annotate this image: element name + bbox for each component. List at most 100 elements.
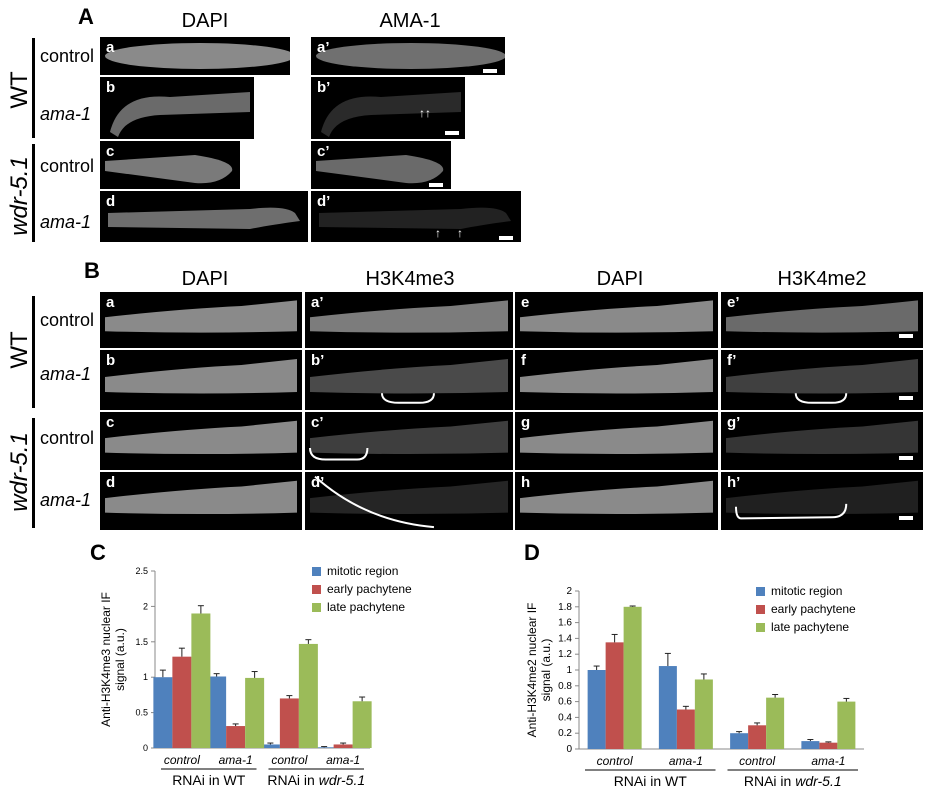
panel-a-image-c-prime: c’: [311, 141, 451, 189]
panel-a-image-b: b: [100, 77, 254, 139]
legend-swatch: [756, 605, 765, 614]
group-label: RNAi in WT: [614, 773, 688, 789]
panel-b-image: e: [515, 292, 718, 348]
panel-b-wt-bar: [32, 296, 35, 408]
y-tick-label: 2: [566, 586, 572, 597]
panel-b-cond-control-wt: control: [40, 310, 95, 330]
legend-swatch: [312, 585, 321, 594]
bar: [314, 747, 334, 748]
y-tick-label: 1.5: [135, 637, 148, 647]
image-label: a’: [311, 294, 324, 311]
y-tick-label: 0.5: [135, 708, 148, 718]
category-label: control: [164, 753, 200, 767]
panel-b-head-dapi-1: DAPI: [181, 268, 229, 290]
bar: [352, 701, 372, 748]
image-label: d: [106, 474, 116, 491]
scale-bar: [899, 516, 913, 520]
image-label: c’: [311, 414, 324, 431]
category-label: control: [739, 754, 775, 768]
panel-a-cond-control-wt: control: [40, 46, 95, 66]
y-tick-label: 1.2: [558, 649, 572, 660]
category-label: ama-1: [219, 753, 253, 767]
image-label: g: [521, 414, 531, 431]
panel-a-cond-control-wdr: control: [40, 156, 95, 176]
panel-a-image-b-prime: ↑↑ b’: [311, 77, 465, 139]
image-label: h’: [727, 474, 741, 491]
panel-a-wdr-bar: [32, 144, 35, 242]
panel-b-cond-control-wdr: control: [40, 428, 95, 448]
image-label: h: [521, 474, 531, 491]
panel-b-image: h: [515, 472, 718, 530]
bar: [837, 701, 856, 749]
scale-bar: [899, 334, 913, 338]
panel-a-genotype-wdr: wdr-5.1: [6, 156, 33, 236]
panel-a-head-dapi: DAPI: [181, 10, 229, 32]
svg-text:↑: ↑: [457, 226, 463, 240]
panel-b-genotype-wdr: wdr-5.1: [6, 432, 33, 512]
image-label: e: [521, 294, 530, 311]
panel-b-wdr-bar: [32, 418, 35, 528]
panel-b-image: g: [515, 412, 718, 470]
category-label: control: [271, 753, 307, 767]
image-label: d’: [311, 474, 325, 491]
panel-b-image: b’: [305, 350, 513, 410]
panel-b-image: a: [100, 292, 302, 348]
panel-a-image-d-prime: ↑ ↑ d’: [311, 191, 521, 242]
panel-a-image-a-prime: a’: [311, 37, 505, 75]
panel-b-head-dapi-2: DAPI: [596, 268, 644, 290]
image-label: a’: [317, 39, 330, 56]
image-label: b: [106, 79, 116, 96]
bar: [226, 726, 246, 748]
panel-b-cond-ama1-wt: ama-1: [40, 364, 92, 384]
scale-bar: [899, 456, 913, 460]
bar: [623, 606, 642, 749]
panel-b-image: d: [100, 472, 302, 530]
category-label: ama-1: [326, 753, 360, 767]
panel-b-image: c: [100, 412, 302, 470]
panel-b-image: d’: [305, 472, 513, 530]
panel-b-image: g’: [721, 412, 923, 470]
y-axis-label: Anti-H3K4me3 nuclear IF: [99, 592, 113, 727]
panel-b-image: b: [100, 350, 302, 410]
panel-a-genotype-wt: WT: [6, 71, 33, 109]
bar: [819, 742, 838, 749]
svg-text:↑↑: ↑↑: [419, 106, 431, 120]
y-tick-label: 0.8: [558, 681, 572, 692]
group-label: RNAi in wdr-5.1: [267, 772, 365, 788]
legend-label: early pachytene: [327, 582, 412, 596]
panel-b-image: h’: [721, 472, 923, 530]
scale-bar: [445, 131, 459, 135]
group-label: RNAi in wdr-5.1: [744, 773, 842, 789]
image-label: a: [106, 39, 115, 56]
category-label: ama-1: [811, 754, 845, 768]
category-label: ama-1: [669, 754, 703, 768]
scale-bar: [899, 396, 913, 400]
scale-bar: [429, 183, 443, 187]
panel-letter-b: B: [84, 258, 100, 283]
y-tick-label: 0.2: [558, 728, 572, 739]
bar: [694, 679, 713, 749]
panel-b-head-h3k4me2: H3K4me2: [777, 268, 867, 290]
panel-a-cond-ama1-wdr: ama-1: [40, 212, 92, 232]
panel-a-image-c: c: [100, 141, 240, 189]
svg-text:↑: ↑: [435, 226, 441, 240]
y-tick-label: 1: [143, 672, 148, 682]
image-label: b’: [311, 352, 325, 369]
y-axis-label: signal (a.u.): [539, 639, 553, 702]
panel-letter-a: A: [78, 4, 94, 29]
image-label: c’: [317, 143, 330, 160]
bar: [676, 709, 695, 749]
y-axis-label: Anti-H3K4me2 nuclear IF: [525, 603, 539, 738]
image-label: b: [106, 352, 116, 369]
y-tick-label: 0.4: [558, 712, 572, 723]
bar: [191, 613, 211, 748]
panel-b-image: f’: [721, 350, 923, 410]
panel-a-wt-bar: [32, 38, 35, 138]
bar: [801, 741, 820, 749]
image-label: e’: [727, 294, 740, 311]
bar: [279, 698, 299, 748]
panel-b-image: e’: [721, 292, 923, 348]
legend-swatch: [312, 567, 321, 576]
bar: [298, 643, 318, 748]
bar: [748, 725, 767, 749]
